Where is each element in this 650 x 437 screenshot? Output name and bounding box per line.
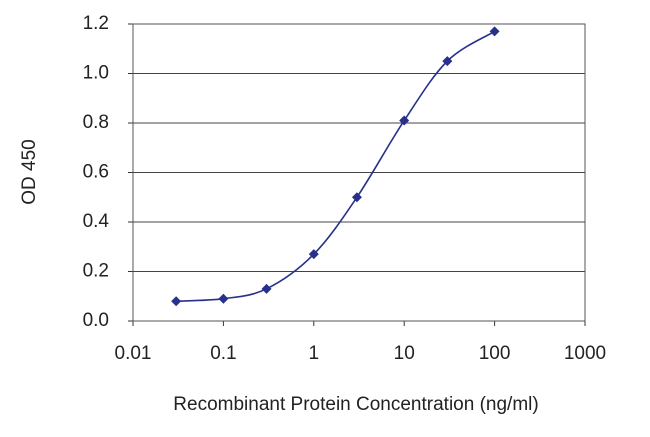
y-tick-label: 0.6 [83, 162, 109, 183]
data-point [489, 26, 500, 37]
x-tick-label: 0.1 [210, 343, 236, 364]
y-axis-label: OD 450 [19, 139, 40, 204]
data-point [308, 249, 319, 260]
y-tick-label: 1.0 [83, 63, 109, 84]
y-tick-label: 0.0 [83, 310, 109, 331]
x-tick-label: 1 [309, 343, 320, 364]
y-tick-label: 1.2 [83, 13, 109, 34]
plot-frame [132, 23, 586, 322]
y-tick-label: 0.2 [83, 261, 109, 282]
x-tick-label: 100 [479, 343, 511, 364]
data-point [442, 56, 453, 67]
x-tick-label: 1000 [564, 343, 606, 364]
data-point [171, 296, 182, 307]
data-point [218, 293, 229, 304]
data-point [351, 192, 362, 203]
x-axis-label: Recombinant Protein Concentration (ng/ml… [173, 394, 538, 415]
series-line [176, 30, 496, 302]
y-tick-label: 0.8 [83, 112, 109, 133]
x-tick-label: 0.01 [115, 343, 152, 364]
data-point [399, 115, 410, 126]
x-tick-label: 10 [394, 343, 415, 364]
y-tick-label: 0.4 [83, 211, 110, 232]
data-point [261, 283, 272, 294]
